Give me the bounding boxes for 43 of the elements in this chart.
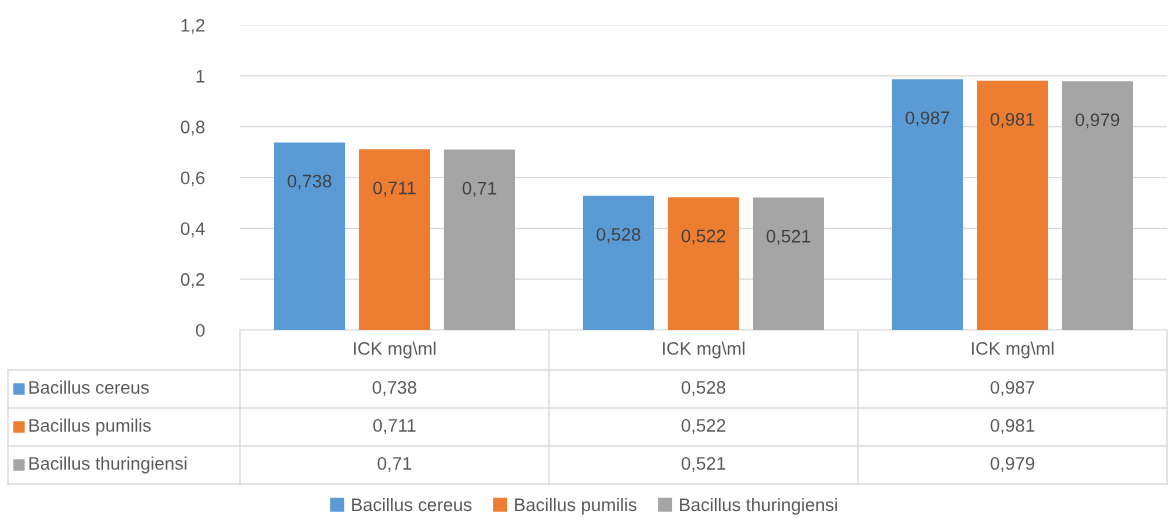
bar: [1061, 81, 1134, 330]
legend-label: Bacillus pumilis: [515, 497, 637, 515]
data-label: 0,71: [377, 457, 412, 472]
data-label: 0,528: [681, 381, 726, 396]
bar: [976, 80, 1049, 330]
data-label: 0,522: [681, 419, 726, 434]
text: 0,521: [766, 229, 811, 245]
data-label: 0,981: [990, 419, 1035, 434]
y-tick-label: 1: [196, 69, 205, 83]
data-label: 0,979: [990, 457, 1035, 472]
text: 0,979: [1075, 113, 1120, 129]
x-tick-label: ICK mg\ml: [972, 341, 1054, 359]
text: 0,981: [990, 112, 1035, 128]
legend-label: Bacillus cereus: [29, 380, 149, 394]
x-tick-label: ICK mg\ml: [354, 341, 436, 359]
data-label: 0,987: [990, 381, 1035, 396]
y-tick-label: 0,6: [180, 171, 205, 187]
text: Bacillus thuringiensi: [29, 456, 187, 474]
text: 0,711: [373, 181, 416, 197]
y-tick-label: 0,4: [180, 222, 205, 238]
data-label: 0,738: [372, 381, 417, 396]
bar: [667, 197, 740, 330]
data-label: 0,711: [373, 419, 416, 434]
y-tick-label: 0,8: [180, 120, 205, 136]
text: 0,738: [287, 174, 332, 190]
text: Bacillus cereus: [352, 497, 472, 512]
bar: [891, 79, 964, 330]
bar: [443, 149, 516, 330]
text: 0,71: [462, 181, 497, 197]
bar: [582, 195, 655, 330]
bar: [358, 149, 431, 330]
data-label: 0,521: [681, 457, 726, 472]
y-tick-label: 0,2: [180, 273, 205, 289]
bar: [752, 197, 825, 330]
x-tick-label: ICK mg\ml: [663, 341, 745, 359]
y-tick-label: 1,2: [181, 18, 205, 34]
text: 0,987: [905, 111, 950, 127]
text: Bacillus pumilis: [29, 418, 151, 436]
text: 0,522: [681, 229, 726, 245]
text: 0,528: [596, 228, 641, 243]
legend-label: Bacillus thuringiensi: [680, 497, 837, 515]
y-tick-label: 0: [195, 323, 205, 337]
bar: [273, 142, 346, 330]
